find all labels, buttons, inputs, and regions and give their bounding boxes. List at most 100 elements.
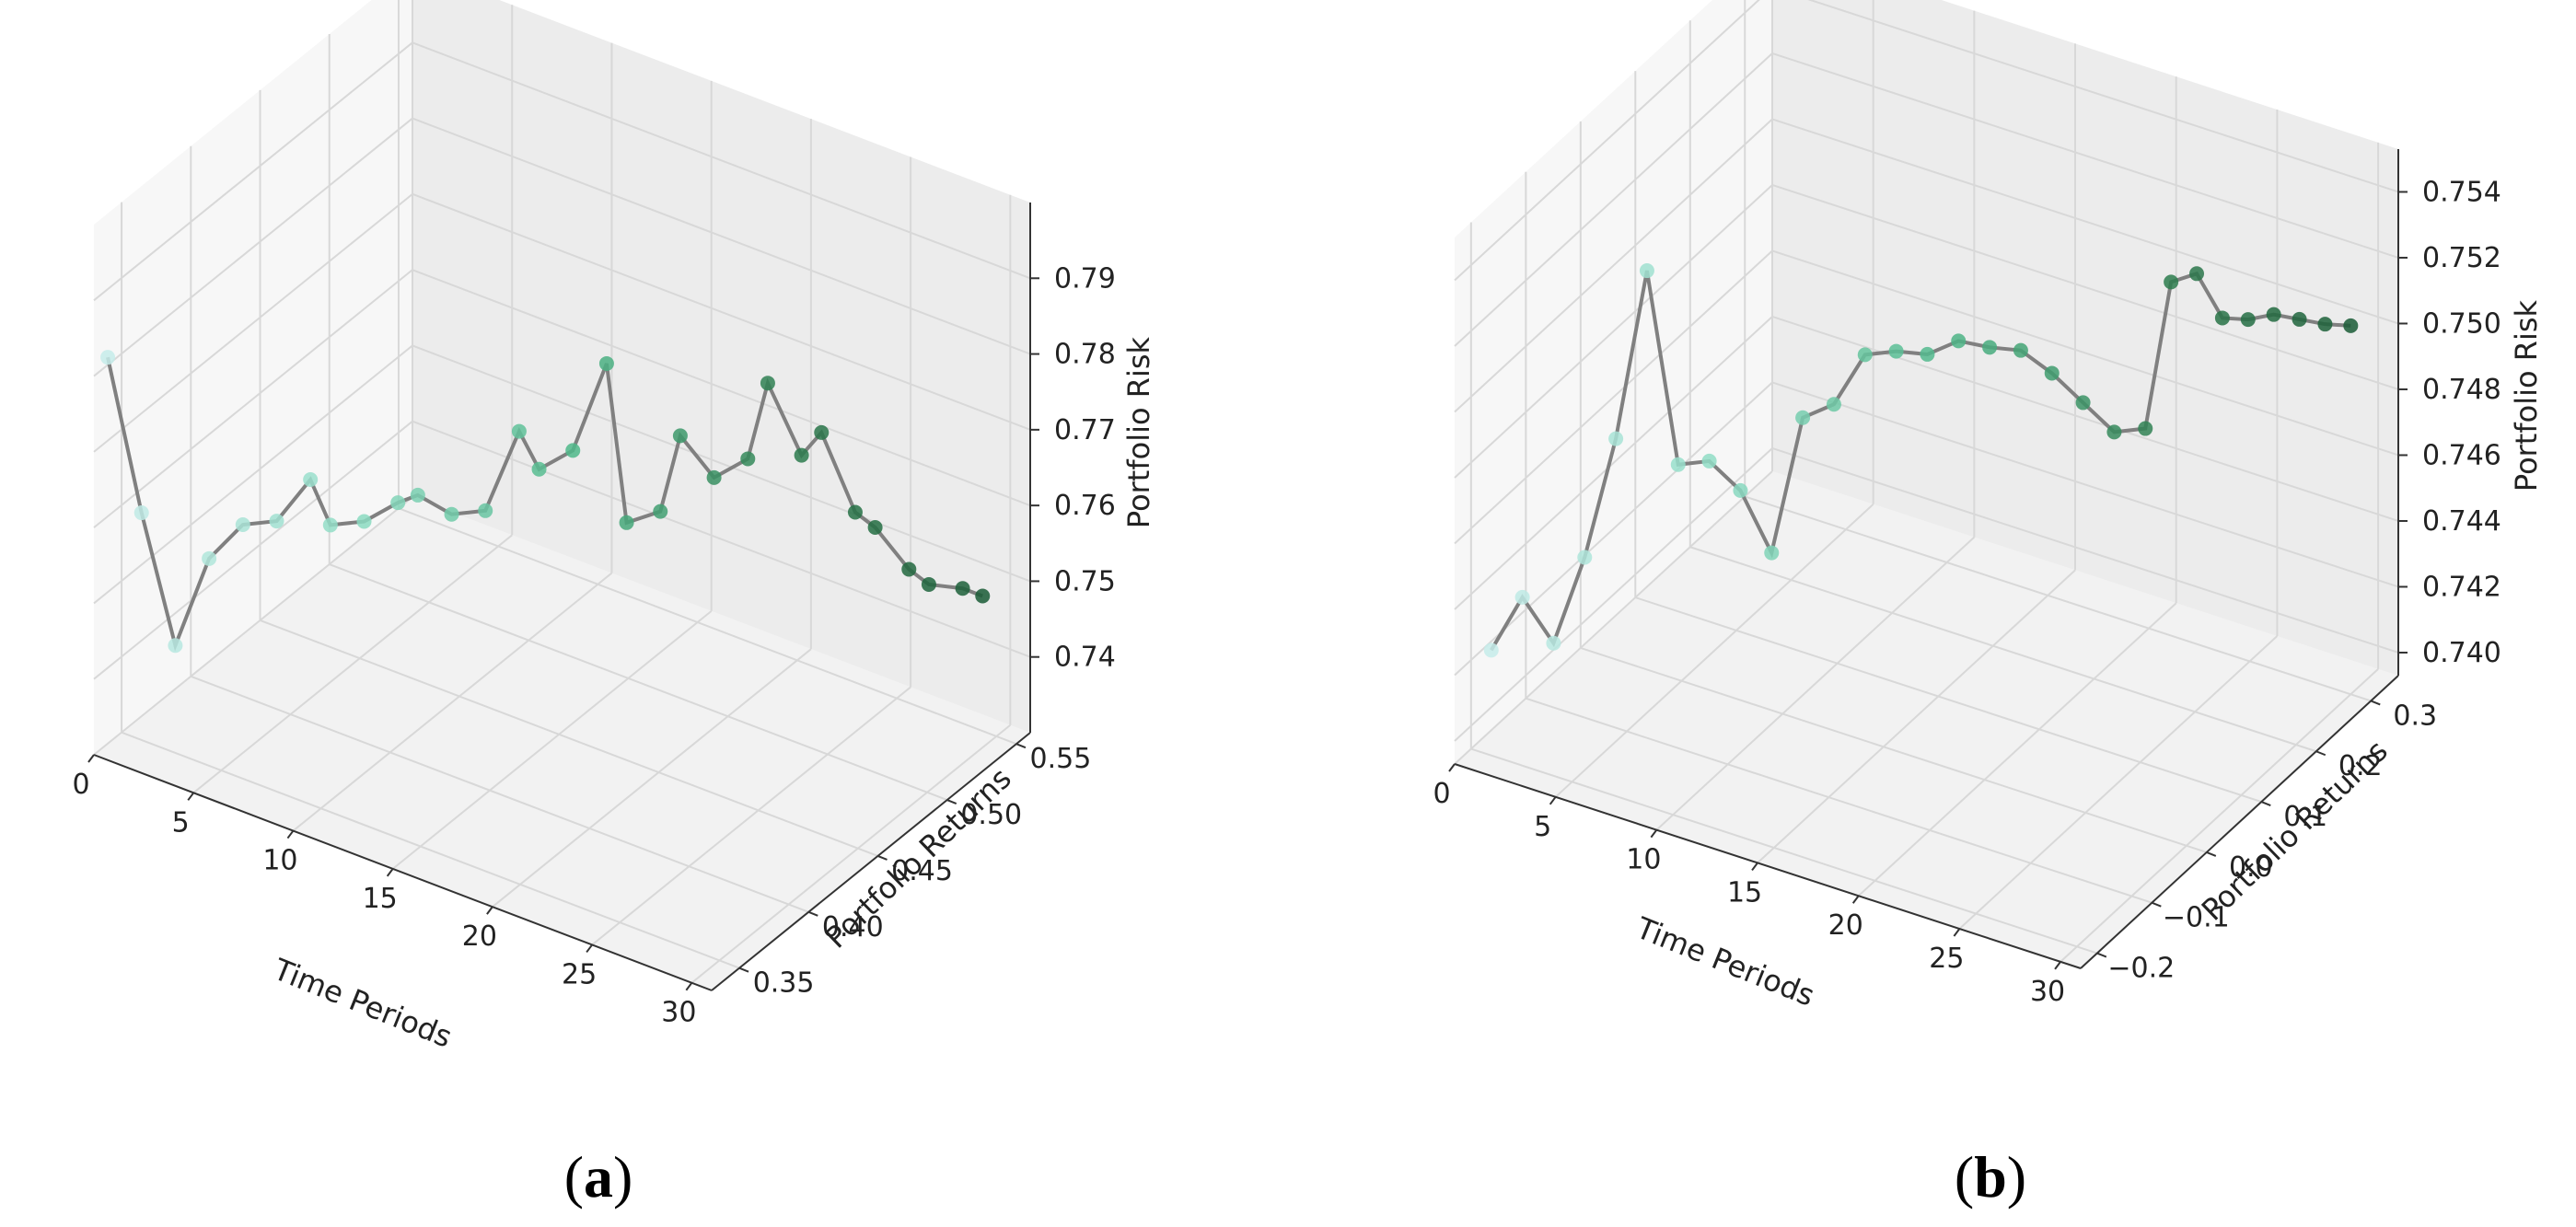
x-tick-label: 0 bbox=[72, 769, 89, 801]
x-tick bbox=[386, 868, 394, 877]
data-point bbox=[1920, 346, 1935, 362]
data-point bbox=[814, 424, 830, 440]
z-tick-label: 0.744 bbox=[2422, 505, 2501, 538]
y-tick bbox=[2260, 801, 2271, 806]
grid-line bbox=[1771, 316, 2399, 522]
x-tick bbox=[486, 906, 493, 915]
x-tick bbox=[1851, 895, 1860, 904]
y-tick-label: 0.45 bbox=[891, 855, 953, 887]
data-point bbox=[847, 504, 863, 520]
y-tick-label: 0.35 bbox=[753, 967, 815, 1000]
data-point bbox=[269, 514, 284, 529]
z-tick-label: 0.74 bbox=[1054, 642, 1116, 674]
z-tick-label: 0.752 bbox=[2422, 242, 2501, 274]
data-point bbox=[2075, 395, 2091, 411]
data-point bbox=[1764, 545, 1780, 561]
x-tick bbox=[1549, 796, 1557, 805]
data-point bbox=[1857, 347, 1873, 363]
z-tick-label: 0.79 bbox=[1054, 262, 1116, 295]
floor-pane bbox=[94, 497, 1030, 990]
data-point bbox=[1701, 453, 1717, 469]
grid-line bbox=[1771, 184, 2399, 390]
grid-line bbox=[1454, 249, 1773, 545]
grid-line bbox=[591, 686, 911, 946]
y-tick-label: 0.50 bbox=[960, 799, 1022, 831]
caption-b: (b) bbox=[1955, 1144, 2026, 1210]
z-axis-label: Portfolio Risk bbox=[1121, 336, 1156, 528]
grid-line bbox=[292, 572, 613, 832]
grid-line bbox=[2060, 668, 2379, 963]
grid-line bbox=[690, 723, 1011, 984]
grid-line bbox=[93, 117, 413, 377]
data-point bbox=[975, 588, 991, 604]
data-point bbox=[2013, 342, 2028, 358]
x-tick bbox=[1751, 862, 1758, 872]
grid-line bbox=[93, 269, 413, 528]
x-tick-label: 20 bbox=[462, 920, 497, 953]
data-point bbox=[1608, 431, 1624, 446]
z-tick-label: 0.750 bbox=[2422, 307, 2501, 340]
data-point bbox=[1483, 642, 1499, 658]
data-point bbox=[133, 505, 149, 521]
x-tick-label: 15 bbox=[363, 883, 398, 915]
data-point bbox=[1639, 263, 1654, 279]
grid-line bbox=[121, 731, 740, 969]
left-pane bbox=[1455, 0, 1772, 764]
grid-line bbox=[1744, 495, 2372, 702]
grid-line bbox=[192, 534, 513, 794]
data-point bbox=[2164, 274, 2179, 290]
floor-pane bbox=[1455, 471, 2398, 968]
chart-a: 0 5 10 15 20 25 30 0.350.400.450.500.55 0.74 0.75… bbox=[72, 0, 1156, 1055]
x-tick-label: 25 bbox=[1929, 943, 1964, 975]
x-tick bbox=[685, 982, 693, 991]
data-point bbox=[511, 423, 527, 439]
x-tick-label: 30 bbox=[661, 997, 696, 1029]
x-axis-line bbox=[93, 754, 713, 991]
data-point bbox=[322, 517, 338, 533]
data-point bbox=[356, 514, 372, 529]
data-point bbox=[2266, 307, 2281, 322]
data-point bbox=[565, 443, 581, 458]
x-tick bbox=[1650, 829, 1658, 839]
x-tick-label: 30 bbox=[2030, 976, 2065, 1008]
x-axis-line bbox=[1454, 763, 2082, 969]
data-point bbox=[794, 447, 809, 463]
grid-line bbox=[1757, 569, 2076, 864]
data-point bbox=[2317, 317, 2333, 332]
data-point bbox=[1982, 340, 1998, 355]
x-tick bbox=[1953, 928, 1961, 937]
data-point bbox=[478, 503, 493, 518]
grid-line bbox=[93, 496, 413, 756]
z-tick-label: 0.77 bbox=[1054, 414, 1116, 446]
data-point bbox=[598, 355, 614, 371]
x-tick-label: 5 bbox=[1534, 811, 1551, 843]
data-point bbox=[1733, 482, 1748, 498]
y-tick bbox=[2315, 750, 2327, 757]
data-point bbox=[2214, 310, 2230, 326]
data-point bbox=[653, 504, 668, 519]
z-tick-label: 0.746 bbox=[2422, 439, 2501, 471]
data-point bbox=[1951, 333, 1967, 349]
y-tick bbox=[877, 854, 888, 861]
data-point bbox=[2189, 266, 2205, 282]
y-tick bbox=[738, 967, 749, 973]
data-point bbox=[2106, 424, 2122, 440]
grid-line bbox=[1454, 184, 1773, 479]
grid-line bbox=[1580, 646, 2208, 853]
data-point bbox=[1888, 343, 1904, 359]
grid-line bbox=[412, 117, 1031, 355]
data-point bbox=[390, 495, 406, 511]
x-tick-label: 10 bbox=[1626, 844, 1661, 876]
grid-line bbox=[1958, 635, 2279, 930]
grid-line bbox=[412, 344, 1031, 583]
grid-line bbox=[392, 610, 713, 870]
grid-line bbox=[1454, 470, 1773, 765]
data-point bbox=[619, 515, 634, 530]
x-tick-label: 5 bbox=[172, 806, 190, 839]
grid-line bbox=[1771, 118, 2399, 325]
data-point bbox=[1514, 589, 1530, 605]
y-tick bbox=[2206, 851, 2217, 857]
y-tick bbox=[807, 910, 818, 917]
data-point bbox=[410, 487, 425, 503]
